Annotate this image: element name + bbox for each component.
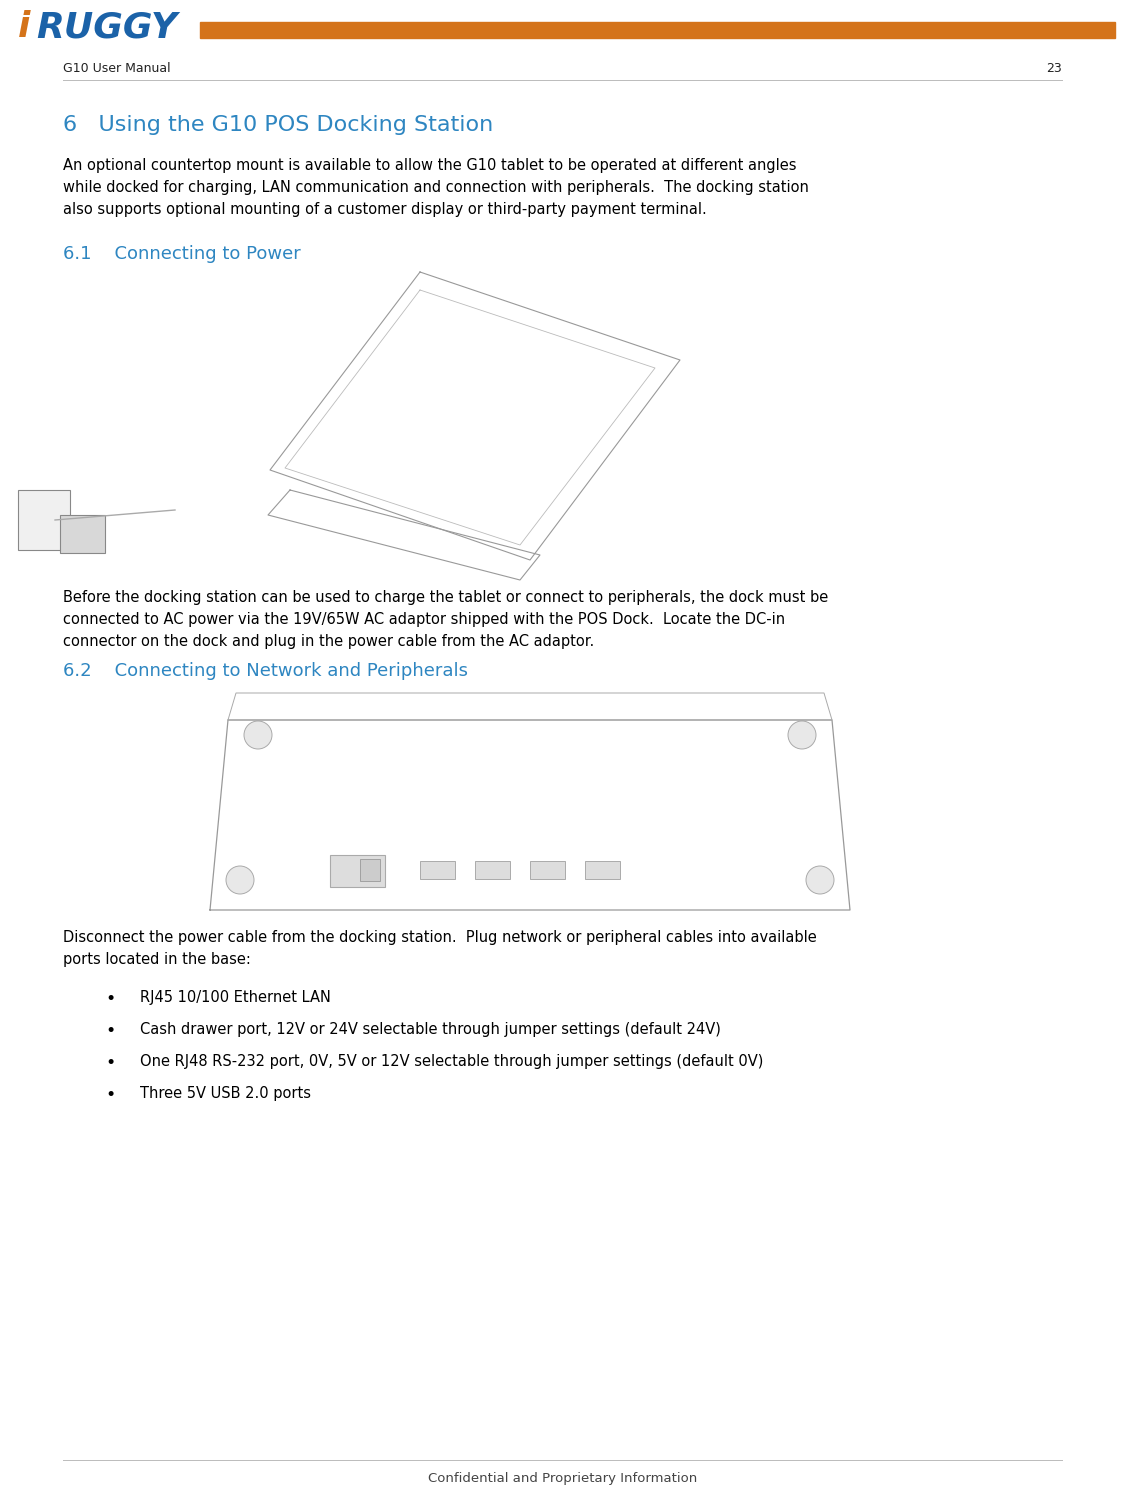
Bar: [200, 23, 1115, 38]
Bar: [475, 861, 510, 879]
Text: also supports optional mounting of a customer display or third-party payment ter: also supports optional mounting of a cus…: [63, 201, 706, 216]
Text: •: •: [105, 990, 115, 1009]
Bar: [330, 855, 385, 887]
Text: while docked for charging, LAN communication and connection with peripherals.  T: while docked for charging, LAN communica…: [63, 180, 809, 195]
Text: Cash drawer port, 12V or 24V selectable through jumper settings (default 24V): Cash drawer port, 12V or 24V selectable …: [140, 1022, 721, 1037]
Bar: [530, 861, 565, 879]
Text: connector on the dock and plug in the power cable from the AC adaptor.: connector on the dock and plug in the po…: [63, 634, 594, 649]
Text: •: •: [105, 1054, 115, 1072]
Circle shape: [806, 866, 834, 894]
Text: •: •: [105, 1087, 115, 1105]
Bar: [585, 861, 620, 879]
Text: connected to AC power via the 19V/65W AC adaptor shipped with the POS Dock.  Loc: connected to AC power via the 19V/65W AC…: [63, 612, 785, 627]
Text: One RJ48 RS-232 port, 0V, 5V or 12V selectable through jumper settings (default : One RJ48 RS-232 port, 0V, 5V or 12V sele…: [140, 1054, 764, 1069]
Text: 6.1    Connecting to Power: 6.1 Connecting to Power: [63, 245, 300, 263]
Text: ports located in the base:: ports located in the base:: [63, 951, 251, 966]
Text: RJ45 10/100 Ethernet LAN: RJ45 10/100 Ethernet LAN: [140, 990, 331, 1006]
Bar: [18, 490, 70, 550]
Text: 6   Using the G10 POS Docking Station: 6 Using the G10 POS Docking Station: [63, 116, 493, 135]
Text: i: i: [18, 11, 30, 44]
Text: RUGGY: RUGGY: [36, 11, 177, 44]
Circle shape: [244, 721, 272, 748]
Bar: [360, 860, 380, 881]
Bar: [60, 516, 105, 553]
Circle shape: [226, 866, 254, 894]
Text: 23: 23: [1046, 62, 1062, 75]
Text: An optional countertop mount is available to allow the G10 tablet to be operated: An optional countertop mount is availabl…: [63, 158, 796, 173]
Text: Confidential and Proprietary Information: Confidential and Proprietary Information: [428, 1471, 698, 1485]
Circle shape: [788, 721, 816, 748]
Text: Three 5V USB 2.0 ports: Three 5V USB 2.0 ports: [140, 1087, 310, 1102]
Text: Before the docking station can be used to charge the tablet or connect to periph: Before the docking station can be used t…: [63, 591, 828, 606]
Text: G10 User Manual: G10 User Manual: [63, 62, 171, 75]
Text: Disconnect the power cable from the docking station.  Plug network or peripheral: Disconnect the power cable from the dock…: [63, 930, 817, 945]
Bar: [420, 861, 454, 879]
Text: •: •: [105, 1022, 115, 1040]
Text: 6.2    Connecting to Network and Peripherals: 6.2 Connecting to Network and Peripheral…: [63, 661, 468, 679]
